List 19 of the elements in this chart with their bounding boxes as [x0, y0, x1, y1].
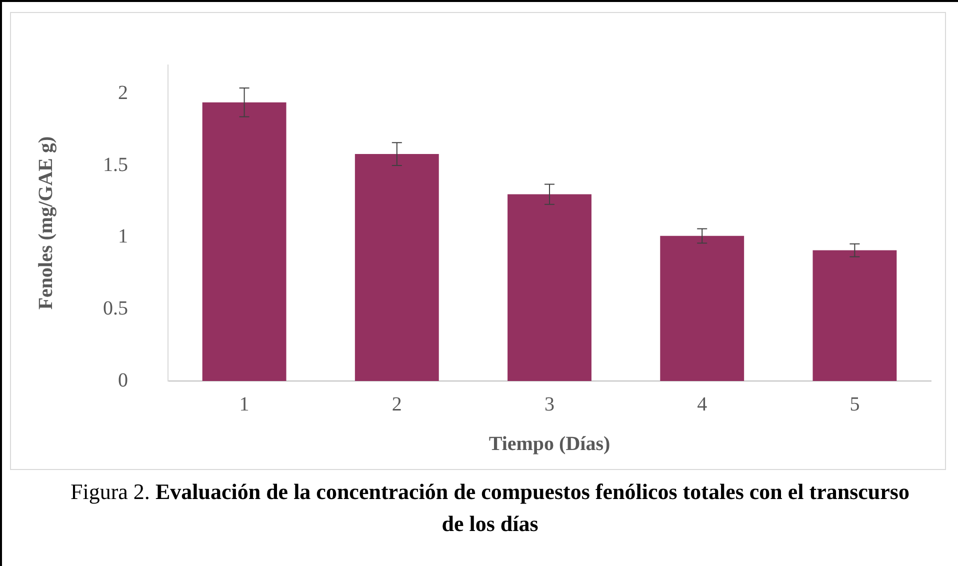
y-tick-label: 1.5	[103, 154, 128, 176]
y-tick-label: 1	[118, 226, 128, 248]
x-tick-label: 5	[850, 393, 860, 416]
text: Evaluación de la concentración de compuestos fenólicos totales con el transcurso de los días	[155, 479, 910, 536]
y-axis-title: Fenoles (mg/GAE g)	[35, 136, 58, 310]
bar	[660, 236, 744, 381]
x-axis-title: Tiempo (Días)	[488, 433, 610, 456]
y-tick-label: 0.5	[103, 297, 128, 320]
bar	[202, 102, 286, 381]
bar	[354, 154, 439, 381]
x-tick-label: 4	[697, 393, 708, 416]
x-tick-label: 3	[544, 393, 554, 416]
y-tick-label: 0	[118, 369, 128, 392]
x-tick-label: 2	[392, 393, 402, 416]
text: Figura 2.	[70, 479, 150, 504]
x-tick-label: 1	[239, 393, 250, 416]
bar	[508, 194, 592, 381]
bar	[812, 250, 897, 381]
y-tick-label: 2	[118, 82, 128, 104]
